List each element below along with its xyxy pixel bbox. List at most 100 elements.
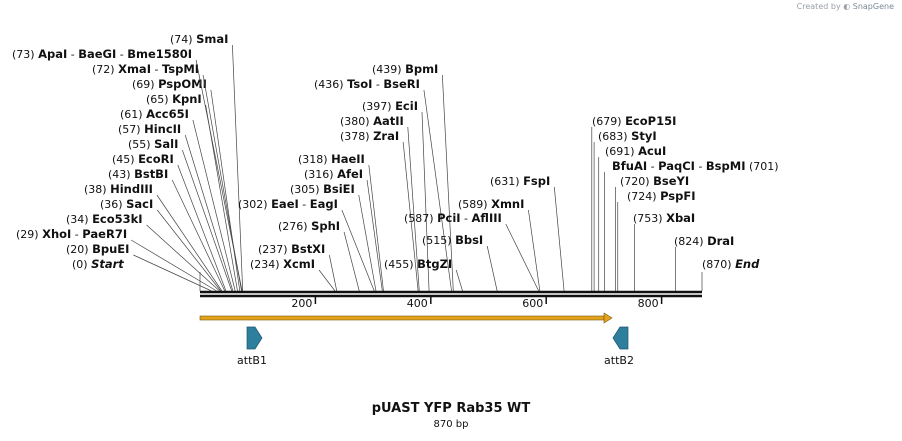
site-connector-line — [341, 209, 375, 292]
site-label: (720) BseYI — [620, 174, 689, 188]
site-position: (724) — [627, 190, 660, 203]
site-label: (0) Start — [72, 257, 124, 271]
site-position: (61) — [120, 108, 146, 121]
site-row: (237) BstXI — [258, 242, 338, 292]
enzyme-name: BseYI — [653, 174, 689, 188]
plasmid-linear-map: (0) Start(20) BpuEI(29) XhoI - PaeR7I(34… — [12, 32, 779, 367]
site-position: (397) — [362, 100, 395, 113]
credit-prefix: Created by — [796, 2, 841, 11]
site-position: (701) — [746, 160, 779, 173]
enzyme-name: PspOMI — [158, 77, 207, 91]
site-position: (318) — [298, 153, 331, 166]
site-position: (302) — [238, 198, 271, 211]
site-connector-line — [486, 245, 498, 292]
site-connector-line — [182, 149, 233, 292]
enzyme-name: BseRI — [383, 77, 420, 91]
site-label: (305) BsiEI — [290, 182, 355, 196]
snapgene-logo-icon: ◐ — [843, 2, 851, 11]
site-position: (29) — [16, 228, 42, 241]
site-label: (29) XhoI - PaeR7I — [16, 227, 127, 241]
site-position: (824) — [674, 235, 707, 248]
site-connector-line — [455, 269, 463, 292]
site-connector-line — [318, 269, 336, 292]
site-label: BfuAI - PaqCI - BspMI (701) — [612, 159, 779, 173]
enzyme-name: HincII — [144, 122, 181, 136]
site-position: (455) — [384, 258, 417, 271]
feature-arrow-icon — [246, 326, 263, 350]
site-separator: - — [71, 228, 82, 241]
site-label: (316) AfeI — [304, 167, 363, 181]
site-connector-line — [407, 126, 420, 292]
site-position: (74) — [170, 33, 196, 46]
site-row: (276) SphI — [278, 219, 360, 292]
enzyme-name: SacI — [126, 197, 153, 211]
enzyme-name: PspFI — [660, 189, 695, 203]
enzyme-name: EcoP15I — [625, 114, 676, 128]
site-row: (29) XhoI - PaeR7I — [16, 227, 217, 292]
enzyme-name: AcuI — [638, 144, 666, 158]
site-label: (276) SphI — [278, 219, 340, 233]
site-label: (439) BpmI — [372, 62, 438, 76]
site-label: (237) BstXI — [258, 242, 325, 256]
site-row: (305) BsiEI — [290, 182, 377, 292]
site-row: (691) AcuI — [598, 144, 666, 291]
site-row: (34) Eco53kI — [66, 212, 220, 292]
site-label: (72) XmaI - TspMI — [92, 62, 199, 76]
site-label: (61) Acc65I — [120, 107, 189, 121]
site-connector-line — [441, 74, 454, 292]
site-label: (73) ApaI - BaeGI - Bme1580I — [12, 47, 192, 61]
site-row: (631) FspI — [490, 174, 565, 292]
enzyme-name: EaeI — [271, 197, 299, 211]
site-position: (69) — [132, 78, 158, 91]
site-position: (45) — [112, 153, 138, 166]
site-connector-line — [505, 223, 540, 292]
site-row: (587) PciI - AflIII — [404, 211, 540, 292]
site-position: (436) — [314, 78, 347, 91]
feature-arrow-icon — [612, 326, 629, 350]
site-row: (69) PspOMI — [132, 77, 241, 292]
enzyme-name: BsiEI — [323, 182, 355, 196]
site-row: (439) BpmI — [372, 62, 454, 292]
site-separator: - — [695, 160, 706, 173]
site-connector-line — [192, 119, 236, 292]
enzyme-name: XmnI — [491, 197, 524, 211]
site-row: (318) HaeII — [298, 152, 384, 292]
enzyme-name: Acc65I — [146, 107, 189, 121]
site-label: (679) EcoP15I — [592, 114, 676, 128]
site-row: (589) XmnI — [458, 197, 541, 292]
site-position: (587) — [404, 212, 437, 225]
site-connector-line — [423, 89, 452, 292]
site-connector-line — [184, 134, 234, 292]
site-position: (679) — [592, 115, 625, 128]
enzyme-name: ApaI — [38, 47, 67, 61]
site-label: (378) ZraI — [340, 129, 399, 143]
enzyme-name: BstBI — [134, 167, 168, 181]
site-row: (38) HindIII — [84, 182, 223, 292]
site-row: (43) BstBI — [108, 167, 226, 292]
site-connector-line — [343, 231, 360, 292]
site-connector-line — [130, 239, 217, 292]
enzyme-name: Start — [91, 257, 124, 271]
site-position: (720) — [620, 175, 653, 188]
site-connector-line — [146, 224, 220, 292]
site-position: (589) — [458, 198, 491, 211]
enzyme-name: XbaI — [666, 211, 695, 225]
site-label: (302) EaeI - EagI — [238, 197, 338, 211]
site-row: (380) AatII — [340, 114, 420, 292]
site-separator: - — [116, 48, 127, 61]
site-connector-line — [171, 179, 226, 292]
enzyme-name: BspMI — [706, 159, 746, 173]
site-row: (55) SalI — [128, 137, 233, 292]
site-label: (515) BbsI — [422, 233, 483, 247]
feature-label: attB2 — [604, 354, 634, 367]
enzyme-name: AflIII — [472, 211, 502, 225]
site-position: (439) — [372, 63, 405, 76]
site-label: (724) PspFI — [627, 189, 696, 203]
enzyme-name: BbsI — [455, 233, 483, 247]
enzyme-name: PaqCI — [658, 159, 695, 173]
enzyme-name: PaeR7I — [82, 227, 127, 241]
enzyme-name: BpuEI — [92, 242, 129, 256]
ruler-tick-label: 400 — [407, 297, 428, 310]
site-label: (65) KpnI — [146, 92, 202, 106]
enzyme-name: XmaI — [118, 62, 151, 76]
